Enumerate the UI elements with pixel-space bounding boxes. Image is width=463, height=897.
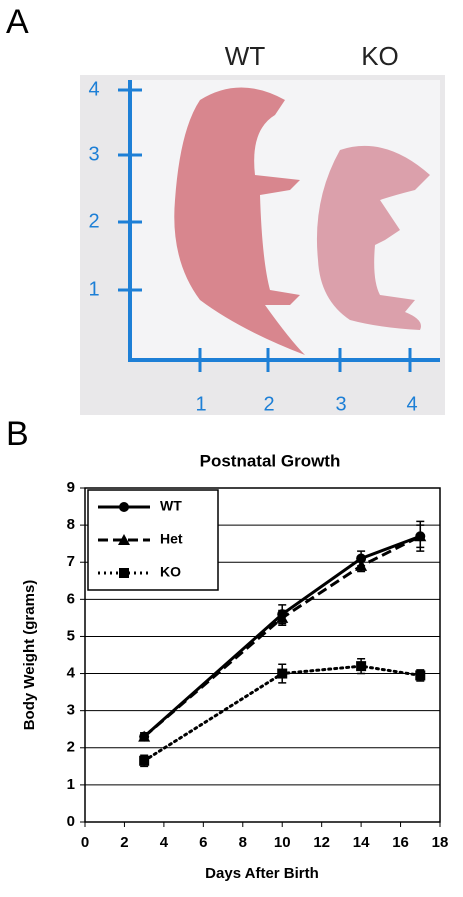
x-tick-label: 14 <box>353 834 370 851</box>
marker <box>356 661 367 672</box>
y-tick-label: 4 <box>67 665 76 682</box>
y-tick-label: 9 <box>67 479 75 496</box>
marker <box>415 670 426 681</box>
marker <box>277 668 288 679</box>
ruler-x-label: 3 <box>335 393 346 415</box>
legend-label: KO <box>160 564 181 580</box>
y-tick-label: 8 <box>67 516 75 533</box>
x-tick-label: 18 <box>432 834 449 851</box>
y-tick-label: 6 <box>67 590 75 607</box>
y-tick-label: 1 <box>67 776 75 793</box>
ko-pup <box>316 145 430 330</box>
x-axis-label: Days After Birth <box>205 865 319 882</box>
marker <box>139 755 150 766</box>
ruler-y-label: 4 <box>88 78 99 100</box>
marker <box>138 730 151 742</box>
x-tick-label: 8 <box>239 834 247 851</box>
series-line <box>142 664 422 763</box>
marker <box>276 611 289 623</box>
x-tick-label: 2 <box>120 834 128 851</box>
legend-marker <box>118 534 130 545</box>
series-line <box>143 534 421 738</box>
x-tick-label: 4 <box>160 834 169 851</box>
y-tick-label: 3 <box>67 702 75 719</box>
legend-marker <box>119 502 129 512</box>
y-axis-label: Body Weight (grams) <box>21 580 38 731</box>
wt-pup <box>174 87 305 355</box>
legend-marker <box>119 568 129 578</box>
ruler <box>128 80 440 362</box>
ruler-labels: 1 2 3 4 1 2 3 4 <box>88 78 417 415</box>
ruler-y-label: 1 <box>88 278 99 300</box>
legend-label: WT <box>160 498 182 514</box>
marker <box>355 559 368 571</box>
ruler-y-label: 3 <box>88 143 99 165</box>
ruler-x-label: 2 <box>263 393 274 415</box>
marker <box>414 530 427 542</box>
ruler-y-label: 2 <box>88 210 99 232</box>
x-tick-label: 12 <box>313 834 330 851</box>
pup-label: KO <box>361 41 399 71</box>
chart-title: Postnatal Growth <box>200 451 341 470</box>
panel-label: B <box>6 415 29 453</box>
y-tick-label: 7 <box>67 553 75 570</box>
legend-label: Het <box>160 531 183 547</box>
ruler-x-label: 1 <box>195 393 206 415</box>
x-tick-label: 6 <box>199 834 207 851</box>
x-tick-label: 16 <box>392 834 409 851</box>
ruler-ticks <box>118 88 412 372</box>
panel-label: A <box>6 3 29 41</box>
x-tick-label: 10 <box>274 834 291 851</box>
y-tick-label: 5 <box>67 627 75 644</box>
pup-label: WT <box>225 41 266 71</box>
ruler-x-label: 4 <box>406 393 417 415</box>
y-tick-label: 2 <box>67 739 75 756</box>
x-tick-label: 0 <box>81 834 89 851</box>
y-tick-label: 0 <box>67 813 75 830</box>
